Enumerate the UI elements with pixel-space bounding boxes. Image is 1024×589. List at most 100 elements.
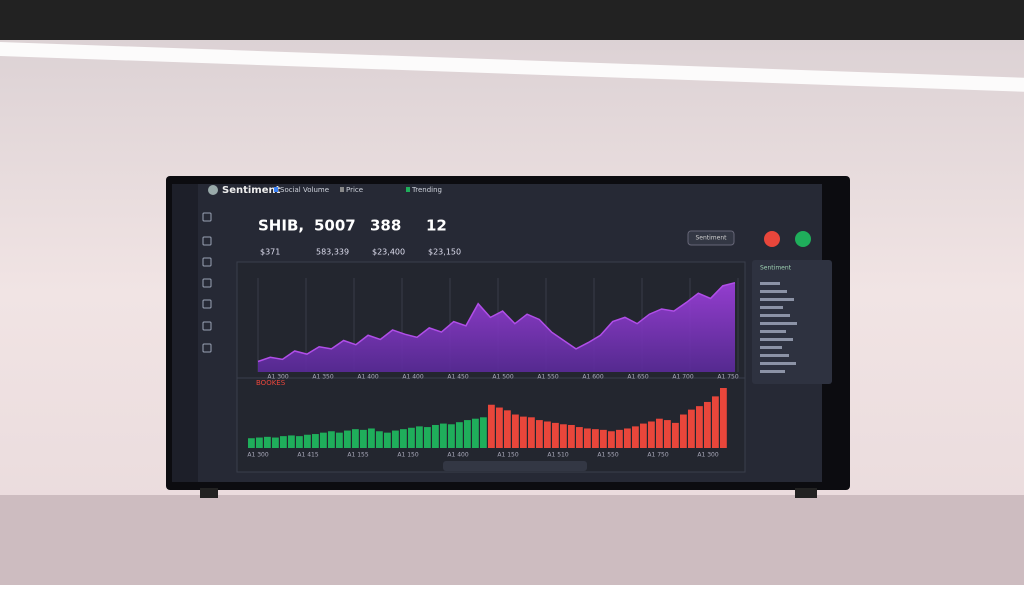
x-tick-label: A1 510 <box>547 452 568 459</box>
side-row <box>760 338 793 341</box>
x-tick-label: A1 550 <box>597 452 618 459</box>
x-tick-label: A1 650 <box>627 374 648 381</box>
side-row <box>760 322 797 325</box>
sentiment-bar <box>512 414 519 448</box>
sentiment-bar <box>448 424 455 448</box>
nav-icon[interactable] <box>202 212 212 222</box>
sentiment-bar <box>504 410 511 448</box>
sentiment-bar <box>704 401 711 448</box>
x-tick-label: A1 500 <box>492 374 513 381</box>
floor <box>0 495 1024 585</box>
sentiment-bar <box>648 421 655 448</box>
tab[interactable]: Trending <box>411 186 442 194</box>
side-row <box>760 282 780 285</box>
tab[interactable]: Price <box>346 186 363 194</box>
sentiment-bar <box>608 431 615 448</box>
ceiling <box>0 0 1024 40</box>
sentiment-bar <box>616 429 623 448</box>
x-tick-label: A1 400 <box>402 374 423 381</box>
x-tick-label: A1 350 <box>312 374 333 381</box>
sentiment-bar <box>680 414 687 448</box>
price-line <box>257 281 736 363</box>
status-dot[interactable] <box>764 231 780 247</box>
sentiment-bar <box>360 429 367 448</box>
sentiment-bar <box>536 420 543 448</box>
sentiment-bar <box>464 420 471 448</box>
x-tick-label: A1 750 <box>717 374 738 381</box>
sidebar <box>172 184 198 482</box>
sentiment-bar <box>392 430 399 448</box>
tab-dot <box>406 187 410 192</box>
nav-icon[interactable] <box>202 299 212 309</box>
status-dot[interactable] <box>795 231 811 247</box>
button-label[interactable]: Sentiment <box>695 235 727 242</box>
stat-value: $23,150 <box>428 248 461 257</box>
sentiment-bar <box>568 424 575 448</box>
side-row <box>760 306 783 309</box>
side-row <box>760 290 787 293</box>
sentiment-bar <box>352 429 359 448</box>
scrollbar[interactable] <box>443 461 587 471</box>
sentiment-bar <box>528 417 535 448</box>
sentiment-bar <box>336 432 343 448</box>
sentiment-bar <box>384 432 391 448</box>
stand <box>795 488 817 498</box>
stat-label: 12 <box>426 217 447 235</box>
sentiment-bar <box>576 427 583 448</box>
nav-icon[interactable] <box>202 321 212 331</box>
nav-icon[interactable] <box>202 343 212 353</box>
sentiment-bar <box>488 404 495 448</box>
sentiment-bar <box>640 423 647 448</box>
tab-dot <box>340 187 344 192</box>
sentiment-bar <box>344 430 351 448</box>
sentiment-bar <box>264 436 271 448</box>
button[interactable] <box>687 230 735 246</box>
side-row <box>760 330 786 333</box>
sentiment-bar <box>520 416 527 448</box>
x-tick-label: A1 400 <box>357 374 378 381</box>
sentiment-bar <box>400 429 407 448</box>
x-tick-label: A1 150 <box>397 452 418 459</box>
sentiment-bar <box>320 432 327 448</box>
sentiment-bar <box>688 409 695 448</box>
app-name: Sentiment <box>222 185 281 196</box>
sentiment-bar <box>600 429 607 448</box>
sentiment-title: BOOKES <box>256 379 286 387</box>
sentiment-bar <box>416 426 423 448</box>
price-area <box>258 282 735 372</box>
side-row <box>760 298 794 301</box>
sentiment-bar <box>328 431 335 448</box>
stat-label: SHIB, <box>258 217 304 235</box>
tab[interactable]: Social Volume <box>280 186 329 194</box>
x-tick-label: A1 450 <box>447 374 468 381</box>
stat-label: 388 <box>370 217 401 235</box>
x-tick-label: A1 155 <box>347 452 368 459</box>
sentiment-bar <box>624 428 631 448</box>
sentiment-bar <box>592 429 599 448</box>
nav-icon[interactable] <box>202 278 212 288</box>
sentiment-bar <box>656 418 663 448</box>
sentiment-bar <box>456 422 463 448</box>
nav-icon[interactable] <box>202 257 212 267</box>
x-tick-label: A1 550 <box>537 374 558 381</box>
x-tick-label: A1 415 <box>297 452 318 459</box>
sentiment-bar <box>408 427 415 448</box>
sentiment-bar <box>432 424 439 448</box>
logo <box>208 185 218 195</box>
sentiment-bar <box>560 424 567 448</box>
sentiment-bar <box>424 427 431 448</box>
side-row <box>760 354 789 357</box>
sentiment-bar <box>256 437 263 448</box>
sentiment-bar <box>296 436 303 448</box>
side-row <box>760 314 790 317</box>
sentiment-bar <box>664 420 671 448</box>
x-tick-label: A1 700 <box>672 374 693 381</box>
sentiment-bar <box>368 428 375 448</box>
sentiment-bar <box>480 417 487 448</box>
side-row <box>760 362 796 365</box>
x-tick-label: A1 300 <box>267 374 288 381</box>
sentiment-bar <box>632 426 639 448</box>
sentiment-bar <box>712 396 719 448</box>
nav-icon[interactable] <box>202 236 212 246</box>
